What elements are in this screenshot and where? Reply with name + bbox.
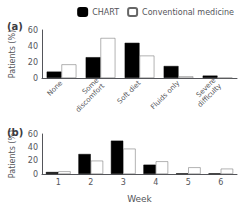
svg-text:60: 60 xyxy=(28,130,38,139)
svg-text:Week: Week xyxy=(127,194,152,204)
svg-text:6: 6 xyxy=(218,178,223,187)
svg-text:3: 3 xyxy=(121,178,126,187)
svg-text:Patients (%): Patients (%) xyxy=(8,30,17,78)
svg-text:Patients (%): Patients (%) xyxy=(8,129,18,179)
svg-text:40: 40 xyxy=(28,143,38,152)
svg-text:Some: Some xyxy=(80,76,101,96)
svg-text:difficulty: difficulty xyxy=(196,82,223,109)
svg-text:discomfort: discomfort xyxy=(74,82,106,114)
svg-text:(a): (a) xyxy=(7,21,23,32)
svg-text:CHART: CHART xyxy=(92,8,119,17)
svg-text:0: 0 xyxy=(33,170,38,179)
svg-text:1: 1 xyxy=(56,178,61,187)
svg-text:Severe: Severe xyxy=(194,76,218,100)
svg-text:0: 0 xyxy=(33,74,38,83)
svg-text:20: 20 xyxy=(28,58,38,67)
svg-text:20: 20 xyxy=(28,156,38,165)
svg-text:4: 4 xyxy=(153,178,158,187)
svg-text:Soft diet: Soft diet xyxy=(116,79,143,106)
svg-text:(b): (b) xyxy=(7,127,23,138)
svg-text:60: 60 xyxy=(28,26,38,35)
svg-text:2: 2 xyxy=(88,178,93,187)
svg-text:40: 40 xyxy=(28,42,38,51)
svg-text:None: None xyxy=(46,79,65,98)
svg-text:Conventional medicine: Conventional medicine xyxy=(142,8,234,17)
svg-text:5: 5 xyxy=(186,178,191,187)
svg-text:Fluids only: Fluids only xyxy=(149,79,181,111)
